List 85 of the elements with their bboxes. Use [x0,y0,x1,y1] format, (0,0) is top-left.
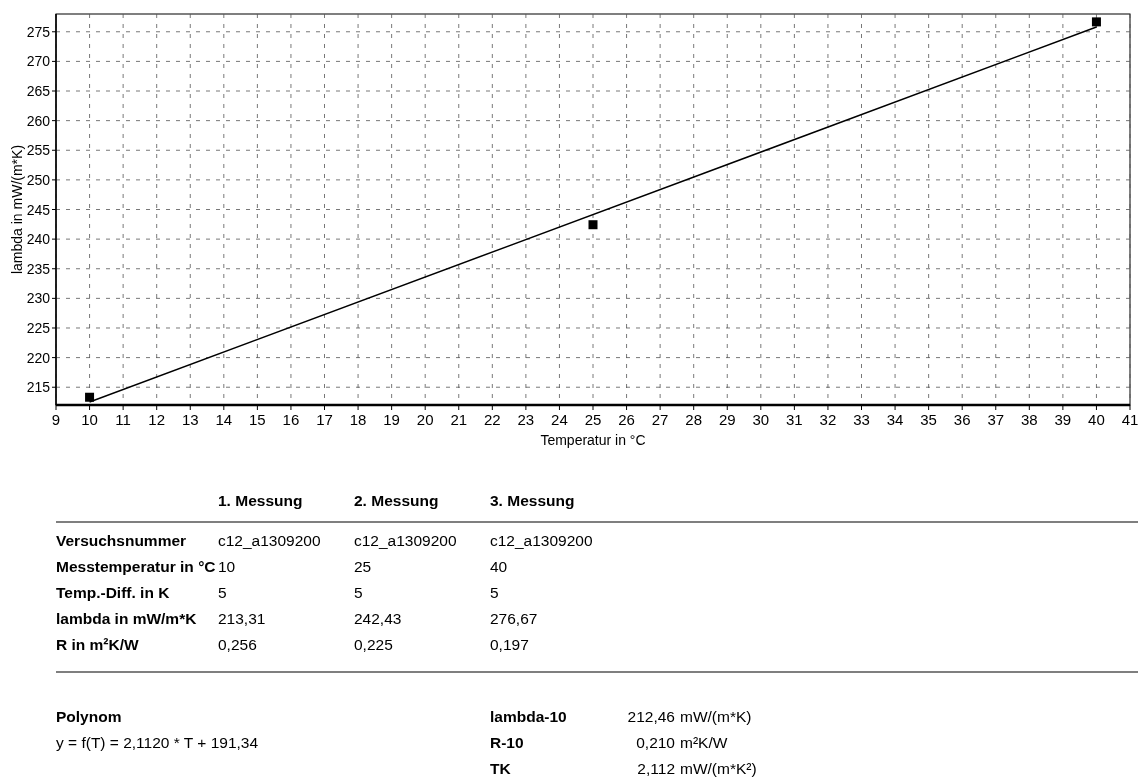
x-tick-label: 25 [584,411,602,428]
text: 5 [218,584,227,601]
point [588,220,598,230]
y-tick-label: 250 [26,171,51,188]
text: 5 [354,584,363,601]
text: 40 [490,558,508,575]
y-tick-label: 230 [26,290,51,307]
text: c12_a1309200 [218,532,321,549]
y-tick-label: 255 [26,142,51,159]
text: R in m²K/W [56,636,140,653]
text: 0,256 [218,636,257,653]
x-tick-label: 26 [618,411,635,428]
x-tick-label: 18 [349,411,367,428]
y-axis-title: lambda in mW/(m*K) [9,144,25,275]
x-tick-label: 39 [1054,411,1072,428]
x-tick-label: 14 [215,411,233,428]
x-tick-label: 29 [718,411,736,428]
text: m²K/W [680,734,728,751]
text: lambda-10 [490,708,567,725]
x-tick-label: 36 [953,411,971,428]
text: R-10 [490,734,524,751]
text: 2. Messung [354,492,439,509]
x-axis-title: Temperatur in °C [540,432,646,448]
x-tick-label: 11 [115,411,131,428]
x-tick-label: 31 [786,411,803,428]
text: 276,67 [490,610,538,627]
x-tick-label: 33 [853,411,870,428]
text: 5 [490,584,499,601]
text: Temp.-Diff. in K [56,584,171,601]
y-tick-label: 265 [26,83,51,100]
x-tick-label: 38 [1020,411,1038,428]
x-tick-label: 13 [181,411,199,428]
x-tick-label: 23 [517,411,535,428]
text: 3. Messung [490,492,575,509]
x-tick-label: 41 [1121,411,1139,428]
text: TK [490,760,512,777]
text: 25 [354,558,372,575]
x-tick-label: 37 [987,411,1005,428]
x-tick-label: 32 [819,411,837,428]
x-tick-label: 30 [752,411,770,428]
x-tick-label: 10 [81,411,98,428]
x-tick-label: 34 [886,411,904,428]
x-tick-label: 16 [282,411,300,428]
text: 2,112 [637,760,675,777]
x-tick-label: 15 [249,411,266,428]
y-tick-label: 260 [26,112,51,129]
text: 213,31 [218,610,266,627]
y-tick-label: 275 [26,23,51,40]
y-tick-label: 215 [26,379,51,396]
point [85,392,95,402]
x-tick-label: 20 [416,411,434,428]
x-tick-label: 35 [920,411,937,428]
x-tick-label: 27 [651,411,669,428]
text: lambda in mW/m*K [56,610,198,627]
x-tick-label: 28 [685,411,703,428]
point [1091,17,1101,27]
text: c12_a1309200 [354,532,457,549]
text: y = f(T) = 2,1120 * T + 191,34 [56,734,259,751]
text: 0,197 [490,636,529,653]
text: 1. Messung [218,492,303,509]
y-tick-label: 270 [26,53,51,70]
x-tick-label: 40 [1088,411,1105,428]
text: 242,43 [354,610,402,627]
text: 0,225 [354,636,393,653]
x-tick-label: 21 [450,411,468,428]
text: 0,210 [636,734,676,751]
x-tick-label: 9 [51,411,61,428]
x-tick-label: 17 [316,411,333,428]
text: c12_a1309200 [490,532,593,549]
y-tick-label: 245 [26,201,51,218]
x-tick-label: 24 [551,411,568,428]
text: 212,46 [627,708,675,725]
text: mW/(m*K²) [680,760,757,777]
text: Polynom [56,708,122,725]
y-tick-label: 220 [26,349,51,366]
text: mW/(m*K) [680,708,752,725]
text: 10 [218,558,236,575]
x-tick-label: 22 [483,411,501,428]
y-tick-label: 240 [26,231,51,248]
y-tick-label: 235 [26,260,51,277]
x-tick-label: 19 [383,411,400,428]
text: Versuchsnummer [56,532,187,549]
text: Messtemperatur in °C [56,558,216,575]
x-tick-label: 12 [148,411,166,428]
y-tick-label: 225 [26,319,51,336]
